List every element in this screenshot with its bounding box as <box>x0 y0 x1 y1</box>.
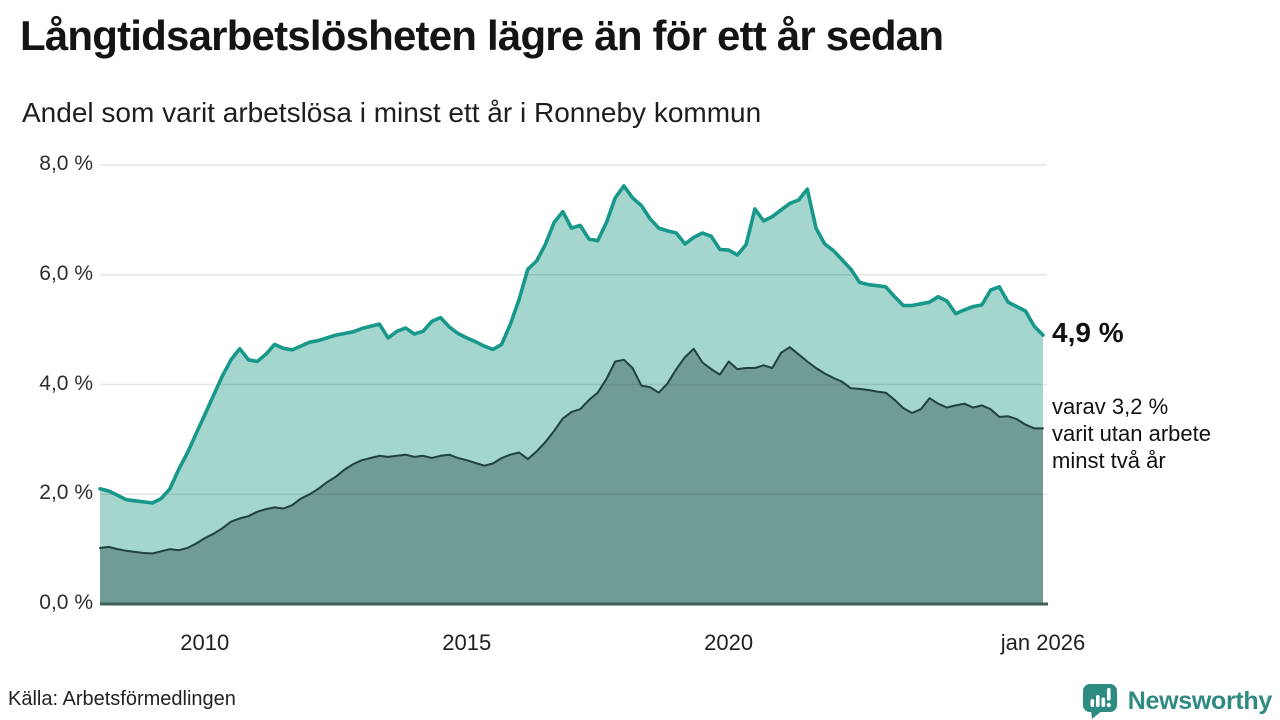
y-axis-tick-label: 6,0 % <box>39 261 93 285</box>
line-1yr <box>98 184 1045 505</box>
y-axis-tick-label: 8,0 % <box>39 152 93 175</box>
x-axis-tick-label: 2015 <box>442 630 492 655</box>
y-axis-tick-label: 4,0 % <box>39 371 93 395</box>
y-axis-tick-label: 2,0 % <box>39 481 93 505</box>
newsworthy-logo[interactable]: Newsworthy <box>1080 682 1272 720</box>
x-axis-tick-label: 2020 <box>704 630 754 655</box>
latest-value-annotation: 4,9 % <box>1052 317 1124 348</box>
x-axis-tick-label: 2010 <box>180 630 230 655</box>
chart-title: Långtidsarbetslösheten lägre än för ett … <box>20 12 944 59</box>
area-1yr <box>100 185 1043 604</box>
secondary-annotation-line: varav 3,2 % <box>1052 394 1169 419</box>
y-axis-tick-label: 0,0 % <box>39 591 93 614</box>
secondary-annotation-line: varit utan arbete <box>1052 420 1211 446</box>
chart-subtitle: Andel som varit arbetslösa i minst ett å… <box>22 97 762 128</box>
line-2yr <box>99 346 1044 555</box>
newsworthy-logo-text: Newsworthy <box>1127 686 1273 715</box>
source-credit: Källa: Arbetsförmedlingen <box>8 688 236 710</box>
x-axis-tick-label: jan 2026 <box>1000 630 1086 655</box>
secondary-annotation: varav 3,2 % varit utan arbete minst två … <box>1052 394 1211 474</box>
area-2yr <box>100 347 1043 604</box>
secondary-annotation-line: minst två år <box>1052 447 1166 473</box>
newsworthy-logo-icon <box>1080 682 1122 720</box>
